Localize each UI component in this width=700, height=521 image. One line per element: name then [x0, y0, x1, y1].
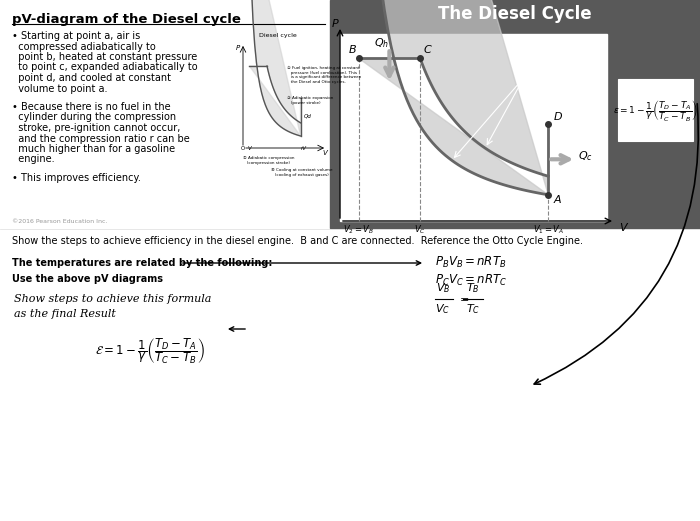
Text: $Q_c$: $Q_c$ — [578, 150, 593, 163]
Text: and the compression ratio r can be: and the compression ratio r can be — [12, 133, 190, 143]
Text: D: D — [553, 112, 562, 122]
Text: A: A — [553, 195, 561, 205]
Text: $V_C$: $V_C$ — [435, 302, 451, 316]
Text: V: V — [247, 146, 251, 151]
Text: • Starting at point a, air is: • Starting at point a, air is — [12, 31, 140, 41]
Text: as the final Result: as the final Result — [14, 309, 116, 319]
Bar — [340, 34, 607, 221]
FancyArrowPatch shape — [534, 104, 699, 384]
Text: Adiabatic
processes: Adiabatic processes — [535, 50, 587, 72]
Text: C: C — [423, 45, 431, 55]
Text: The temperatures are related by the following:: The temperatures are related by the foll… — [12, 258, 272, 268]
Bar — [330, 0, 700, 228]
Text: $=$: $=$ — [457, 293, 469, 303]
Text: ② Fuel ignition, heating at constant
   pressure (fuel combustion). This
   is a: ② Fuel ignition, heating at constant pre… — [287, 66, 361, 84]
Text: stroke, pre-ignition cannot occur,: stroke, pre-ignition cannot occur, — [12, 123, 181, 133]
Text: point b, heated at constant pressure: point b, heated at constant pressure — [12, 52, 197, 62]
Text: $T_C$: $T_C$ — [466, 302, 480, 316]
Bar — [228, 31, 328, 153]
Polygon shape — [358, 0, 548, 195]
Text: volume to point a.: volume to point a. — [12, 83, 108, 93]
Text: Use the above pV diagrams: Use the above pV diagrams — [12, 274, 163, 284]
Text: to point c, expanded adiabatically to: to point c, expanded adiabatically to — [12, 63, 197, 72]
Text: Diesel cycle: Diesel cycle — [259, 33, 297, 38]
Text: $T_B$: $T_B$ — [466, 281, 480, 295]
Text: P: P — [332, 19, 338, 29]
Text: $V_2=V_B$: $V_2=V_B$ — [343, 224, 374, 237]
Text: • Because there is no fuel in the: • Because there is no fuel in the — [12, 102, 171, 112]
Text: engine.: engine. — [12, 155, 55, 165]
Text: P: P — [236, 45, 240, 51]
Text: ③ Adiabatic expansion
   (power stroke): ③ Adiabatic expansion (power stroke) — [287, 96, 333, 105]
Text: $\varepsilon =1-\dfrac{1}{\gamma}\left(\dfrac{T_D-T_A}{T_C-T_B}\right)$: $\varepsilon =1-\dfrac{1}{\gamma}\left(\… — [613, 97, 698, 122]
Text: rV: rV — [300, 146, 307, 151]
Text: Qd: Qd — [304, 113, 312, 118]
Bar — [618, 79, 693, 141]
Text: cylinder during the compression: cylinder during the compression — [12, 113, 176, 122]
FancyArrowPatch shape — [183, 261, 421, 265]
Text: $\mathcal{E}=1-\dfrac{1}{\gamma}\left(\dfrac{T_D-T_A}{T_C-T_B}\right)$: $\mathcal{E}=1-\dfrac{1}{\gamma}\left(\d… — [95, 336, 205, 366]
Text: $V_B$: $V_B$ — [436, 281, 450, 295]
Text: B: B — [349, 45, 356, 55]
Text: The Diesel Cycle: The Diesel Cycle — [438, 5, 592, 23]
Polygon shape — [249, 0, 300, 136]
Text: $P_C V_C = nRT_C$: $P_C V_C = nRT_C$ — [435, 273, 508, 288]
Text: V: V — [322, 150, 327, 156]
Text: compressed adiabatically to: compressed adiabatically to — [12, 42, 155, 52]
Text: Show steps to achieve this formula: Show steps to achieve this formula — [14, 294, 211, 304]
Text: ④ Cooling at constant volume
   (cooling of exhaust gases): ④ Cooling at constant volume (cooling of… — [271, 168, 332, 177]
Text: V: V — [619, 223, 626, 233]
Text: O: O — [241, 146, 245, 151]
Text: $P_BV_B = nRT_B$: $P_BV_B = nRT_B$ — [435, 255, 507, 270]
Text: • This improves efficiency.: • This improves efficiency. — [12, 173, 141, 183]
Text: $V_C$: $V_C$ — [414, 224, 426, 237]
Text: point d, and cooled at constant: point d, and cooled at constant — [12, 73, 171, 83]
Text: ©2016 Pearson Education Inc.: ©2016 Pearson Education Inc. — [12, 219, 108, 224]
Text: $Q_h$: $Q_h$ — [374, 36, 389, 50]
Text: much higher than for a gasoline: much higher than for a gasoline — [12, 144, 175, 154]
FancyArrowPatch shape — [230, 327, 245, 331]
Text: Show the steps to achieve efficiency in the diesel engine.  B and C are connecte: Show the steps to achieve efficiency in … — [12, 236, 583, 246]
Text: pV-diagram of the Diesel cycle: pV-diagram of the Diesel cycle — [12, 13, 241, 26]
Text: $V_1=V_A$: $V_1=V_A$ — [533, 224, 564, 237]
Text: ① Adiabatic compression
   (compression stroke): ① Adiabatic compression (compression str… — [243, 156, 295, 165]
